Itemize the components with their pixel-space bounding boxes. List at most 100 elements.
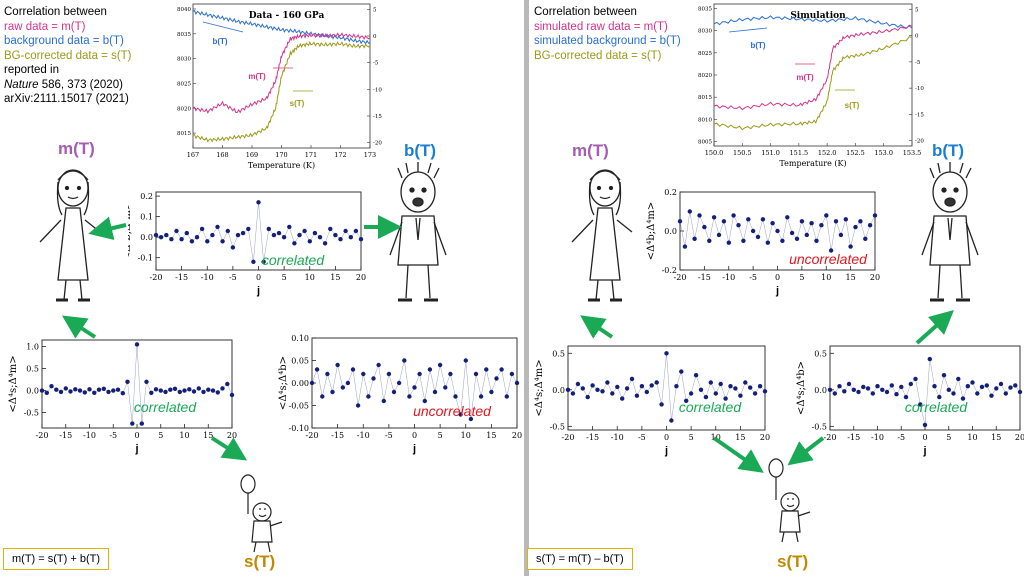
data-point	[605, 380, 610, 385]
data-point	[865, 386, 871, 391]
data-point	[281, 235, 287, 240]
data-point	[634, 393, 640, 398]
data-point	[473, 371, 479, 377]
y-tick-label: 8030	[698, 29, 712, 35]
x-tick-label: -20	[674, 273, 687, 282]
left-caption-line5: reported in	[4, 64, 59, 76]
data-point	[832, 391, 837, 396]
x-tick-label: 15	[735, 433, 745, 442]
data-point	[139, 421, 144, 426]
data-point	[144, 379, 149, 384]
x-tick-label: 169	[246, 151, 258, 159]
x-tick-label: 170	[275, 151, 287, 159]
data-point	[206, 387, 211, 392]
data-point	[307, 239, 312, 244]
data-point	[458, 412, 463, 417]
series-label-b: b(T)	[750, 41, 765, 50]
data-point	[994, 386, 999, 391]
series-label-b: b(T)	[212, 37, 227, 46]
data-point	[639, 384, 645, 389]
data-point	[246, 226, 251, 232]
data-point	[922, 422, 928, 428]
data-point	[785, 215, 790, 220]
data-point	[330, 389, 335, 395]
data-point	[684, 398, 689, 403]
data-point	[711, 215, 717, 220]
data-point	[682, 244, 688, 249]
data-point	[649, 383, 654, 388]
data-point	[600, 389, 605, 394]
series-line-bT	[713, 15, 913, 29]
data-point	[153, 232, 159, 238]
data-point	[504, 394, 509, 399]
data-point	[674, 384, 679, 389]
x-tick-label: 5	[799, 273, 804, 282]
data-point	[590, 383, 595, 388]
plot-frame	[41, 339, 233, 429]
data-point	[302, 228, 307, 234]
data-point	[376, 362, 381, 368]
data-point	[322, 241, 328, 246]
data-point	[101, 386, 107, 391]
data-point	[443, 385, 448, 390]
data-point	[235, 232, 241, 238]
data-point	[317, 235, 323, 240]
data-point	[903, 394, 909, 400]
right-sm-chart: -20 -15 -10 -5 0 5 10 15 200.50.0-0.5j<Δ⁴s;Δ⁴m> c…	[534, 345, 770, 457]
data-point	[716, 232, 722, 238]
x-tick-label: 10	[821, 273, 831, 282]
data-point	[989, 393, 994, 398]
series-line-mT	[192, 32, 371, 114]
data-point	[54, 387, 59, 392]
data-point	[333, 232, 338, 238]
x-tick-label: -10	[201, 273, 214, 282]
data-point	[861, 384, 866, 390]
series-label-arrow-b	[728, 27, 768, 33]
data-point	[863, 236, 868, 241]
right-arrows	[580, 310, 954, 473]
data-point	[240, 230, 246, 236]
data-point	[775, 228, 780, 234]
x-axis-label: j	[922, 445, 926, 457]
data-point	[702, 224, 707, 230]
y-tick-label: 8040	[177, 7, 191, 13]
data-point	[163, 389, 168, 395]
data-point	[1013, 383, 1018, 388]
data-point	[1017, 389, 1023, 395]
data-point	[875, 384, 880, 389]
data-point	[824, 213, 829, 218]
data-point	[851, 387, 856, 392]
data-point	[870, 391, 875, 396]
data-point	[731, 213, 736, 218]
data-point	[292, 241, 297, 246]
data-point	[654, 380, 659, 385]
y-tick-label: -0.05	[288, 402, 309, 411]
right-name-m: m(T)	[572, 141, 609, 160]
x-tick-label: 0	[412, 431, 417, 440]
data-point	[335, 362, 340, 368]
data-point	[692, 236, 697, 241]
y-tick-label: 0.0	[140, 233, 153, 242]
x-tick-label: 151.0	[761, 149, 780, 157]
data-point	[899, 384, 904, 390]
y-axis-label: <Δ⁴b;Δ⁴m>	[646, 202, 657, 260]
x-tick-label: 0	[256, 273, 261, 282]
data-point	[199, 226, 205, 232]
data-point	[679, 369, 684, 374]
data-point	[718, 381, 723, 387]
data-point	[765, 240, 770, 245]
data-point	[153, 387, 159, 392]
series-label-s: s(T)	[290, 99, 305, 108]
x-tick-label: -15	[59, 431, 72, 440]
x-tick-label: 20	[356, 273, 366, 282]
x-tick-label: -5	[897, 433, 905, 442]
x-tick-label: 5	[282, 273, 287, 282]
y-tick-label: 8025	[698, 51, 712, 57]
arrow-from-sm-to-m-right	[580, 315, 614, 339]
data-point	[908, 381, 913, 387]
data-point	[755, 234, 761, 240]
data-point	[340, 385, 345, 390]
right-caption-line4: BG-corrected data = s(T)	[534, 49, 662, 62]
data-point	[880, 387, 885, 392]
right-sb-chart: -20 -15 -10 -5 0 5 10 15 20 0.5 0.0 -0.5 j <Δ⁴s;Δ⁴b> c…	[796, 345, 1024, 457]
